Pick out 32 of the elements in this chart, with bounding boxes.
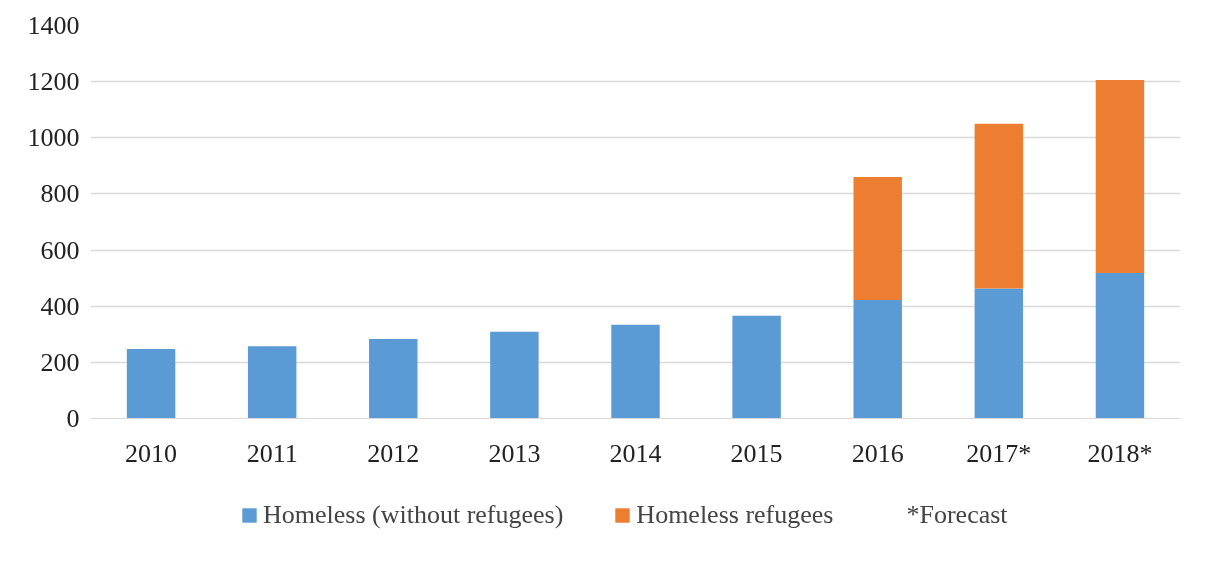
bar xyxy=(126,348,176,419)
y-tick-label: 1200 xyxy=(27,67,80,97)
bar xyxy=(1095,273,1145,419)
y-tick-label: 1400 xyxy=(27,11,80,40)
legend-label: Homeless (without refugees) xyxy=(263,500,564,530)
bar xyxy=(853,177,902,301)
text: *Forecast xyxy=(906,500,1008,530)
y-tick-label: 400 xyxy=(40,291,80,321)
bar xyxy=(853,300,902,419)
y-tick-label: 1000 xyxy=(27,123,80,153)
bar xyxy=(247,346,297,419)
bar xyxy=(490,331,539,419)
x-tick-label: 2014 xyxy=(609,438,662,468)
bar xyxy=(732,315,781,419)
x-tick-label: 2012 xyxy=(367,438,420,468)
bar xyxy=(974,123,1024,289)
x-tick-label: 2013 xyxy=(488,438,541,468)
x-tick-label: 2015 xyxy=(730,438,783,468)
y-tick-label: 200 xyxy=(40,347,80,377)
y-tick-label: 600 xyxy=(40,235,80,265)
bar xyxy=(974,288,1024,419)
x-tick-label: 2018* xyxy=(1087,438,1153,468)
bar xyxy=(369,339,418,419)
x-tick-label: 2011 xyxy=(246,438,298,468)
y-tick-label: 0 xyxy=(66,404,80,433)
y-tick-label: 800 xyxy=(40,179,80,209)
x-tick-label: 2017* xyxy=(966,438,1032,468)
bar xyxy=(1095,79,1145,274)
x-tick-label: 2010 xyxy=(125,438,178,468)
bar xyxy=(611,324,660,419)
legend-label: Homeless refugees xyxy=(636,500,834,530)
x-tick-label: 2016 xyxy=(851,438,904,468)
